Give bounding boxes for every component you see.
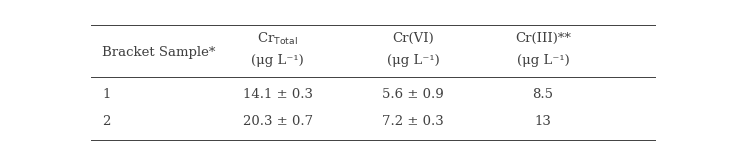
Text: (μg L⁻¹): (μg L⁻¹) (517, 54, 569, 67)
Text: 13: 13 (534, 115, 552, 128)
Text: 14.1 ± 0.3: 14.1 ± 0.3 (243, 88, 313, 101)
Text: 5.6 ± 0.9: 5.6 ± 0.9 (382, 88, 444, 101)
Text: (μg L⁻¹): (μg L⁻¹) (387, 54, 440, 67)
Text: Bracket Sample*: Bracket Sample* (102, 46, 216, 59)
Text: Cr$_{\mathrm{Total}}$: Cr$_{\mathrm{Total}}$ (257, 30, 298, 47)
Text: 2: 2 (102, 115, 111, 128)
Text: 7.2 ± 0.3: 7.2 ± 0.3 (382, 115, 444, 128)
Text: 1: 1 (102, 88, 111, 101)
Text: (μg L⁻¹): (μg L⁻¹) (252, 54, 304, 67)
Text: 8.5: 8.5 (533, 88, 553, 101)
Text: Cr(III)**: Cr(III)** (515, 32, 571, 45)
Text: Cr(VI): Cr(VI) (392, 32, 434, 45)
Text: 20.3 ± 0.7: 20.3 ± 0.7 (243, 115, 313, 128)
